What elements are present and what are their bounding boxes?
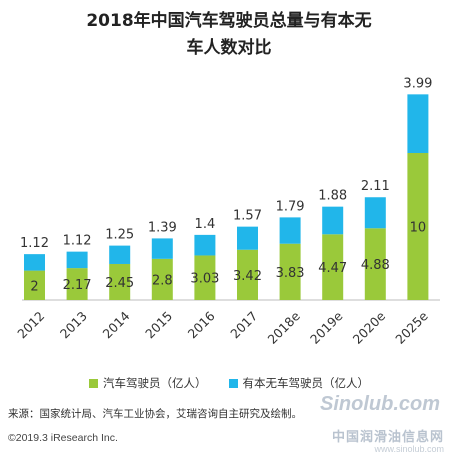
legend-label-drivers: 汽车驾驶员（亿人） xyxy=(103,376,207,390)
x-tick-label-2020e: 2020e xyxy=(350,308,389,347)
data-label-licensed-no-car-2017: 1.57 xyxy=(233,209,262,224)
legend-item-licensed-no-car: 有本无车驾驶员（亿人） xyxy=(228,375,370,391)
data-label-drivers-2020e: 4.88 xyxy=(361,258,390,273)
bar-drivers-2014 xyxy=(109,263,131,300)
bar-licensed-no-car-2018e xyxy=(279,217,301,244)
bar-drivers-2019e xyxy=(322,234,344,300)
data-label-licensed-no-car-2016: 1.4 xyxy=(195,217,216,232)
data-label-drivers-2014: 2.45 xyxy=(105,276,134,291)
data-label-drivers-2019e: 4.47 xyxy=(318,261,347,276)
data-label-drivers-2017: 3.42 xyxy=(233,269,262,284)
x-tick-label-2016: 2016 xyxy=(185,308,218,341)
watermark-logo: Sinolub.com xyxy=(320,393,440,415)
bar-licensed-no-car-2014 xyxy=(109,245,131,264)
source-note: 来源：国家统计局、汽车工业协会，艾瑞咨询自主研究及绘制。 xyxy=(8,408,302,420)
bar-drivers-2012 xyxy=(24,270,45,300)
x-tick-label-2025e: 2025e xyxy=(392,308,431,347)
data-label-drivers-2013: 2.17 xyxy=(63,278,92,293)
data-label-licensed-no-car-2014: 1.25 xyxy=(105,228,134,243)
x-tick-label-2017: 2017 xyxy=(227,308,260,341)
bar-licensed-no-car-2016 xyxy=(194,234,216,256)
bar-licensed-no-car-2020e xyxy=(364,197,386,229)
copyright: ©2019.3 iResearch Inc. xyxy=(8,432,118,444)
bar-licensed-no-car-2017 xyxy=(237,226,258,250)
legend-label-licensed-no-car: 有本无车驾驶员（亿人） xyxy=(242,376,370,390)
x-tick-label-2015: 2015 xyxy=(142,308,175,341)
data-label-drivers-2012: 2 xyxy=(30,279,38,294)
bar-drivers-2015 xyxy=(151,258,173,300)
bar-drivers-2018e xyxy=(279,243,301,300)
x-tick-label-2019e: 2019e xyxy=(307,308,346,347)
legend-swatch-blue xyxy=(228,378,238,388)
x-tick-label-2012: 2012 xyxy=(14,308,47,341)
bar-licensed-no-car-2015 xyxy=(151,238,173,259)
data-label-licensed-no-car-2025e: 3.99 xyxy=(403,76,432,91)
data-label-licensed-no-car-2013: 1.12 xyxy=(63,234,92,249)
bars-layer: 2 1.12 2012 2.17 1.12 2013 2.45 1.25 2014 2.8 1.39… xyxy=(14,76,432,346)
x-tick-label-2018e: 2018e xyxy=(264,308,303,347)
bar-licensed-no-car-2025e xyxy=(407,94,429,153)
bar-drivers-2017 xyxy=(237,249,258,300)
chart-legend: 汽车驾驶员（亿人） 有本无车驾驶员（亿人） xyxy=(0,375,458,391)
data-label-drivers-2018e: 3.83 xyxy=(276,266,305,281)
chart-title: 2018年中国汽车驾驶员总量与有本无 车人数对比 xyxy=(0,8,458,62)
chart-title-line-1: 2018年中国汽车驾驶员总量与有本无 xyxy=(86,11,372,31)
x-tick-label-2013: 2013 xyxy=(57,308,90,341)
watermark-url: www.sinolub.com xyxy=(374,444,444,454)
bar-licensed-no-car-2013 xyxy=(66,251,88,269)
legend-item-drivers: 汽车驾驶员（亿人） xyxy=(89,375,207,391)
data-label-licensed-no-car-2012: 1.12 xyxy=(20,236,49,251)
bar-licensed-no-car-2019e xyxy=(322,206,344,235)
data-label-licensed-no-car-2020e: 2.11 xyxy=(361,179,390,194)
bar-drivers-2025e xyxy=(407,153,429,300)
data-label-drivers-2016: 3.03 xyxy=(190,272,219,287)
bar-licensed-no-car-2012 xyxy=(24,254,45,271)
data-label-drivers-2025e: 10 xyxy=(410,221,427,236)
legend-swatch-green xyxy=(89,378,98,388)
data-label-licensed-no-car-2015: 1.39 xyxy=(148,220,177,235)
watermark-cn: 中国润滑油信息网 xyxy=(331,430,444,445)
data-label-drivers-2015: 2.8 xyxy=(152,273,173,288)
x-tick-label-2014: 2014 xyxy=(100,308,133,341)
bar-drivers-2013 xyxy=(66,268,88,300)
chart-title-line-2: 车人数对比 xyxy=(186,38,272,58)
data-label-licensed-no-car-2018e: 1.79 xyxy=(276,199,305,214)
bar-drivers-2020e xyxy=(364,228,386,300)
bar-drivers-2016 xyxy=(194,255,216,300)
data-label-licensed-no-car-2019e: 1.88 xyxy=(318,189,347,204)
